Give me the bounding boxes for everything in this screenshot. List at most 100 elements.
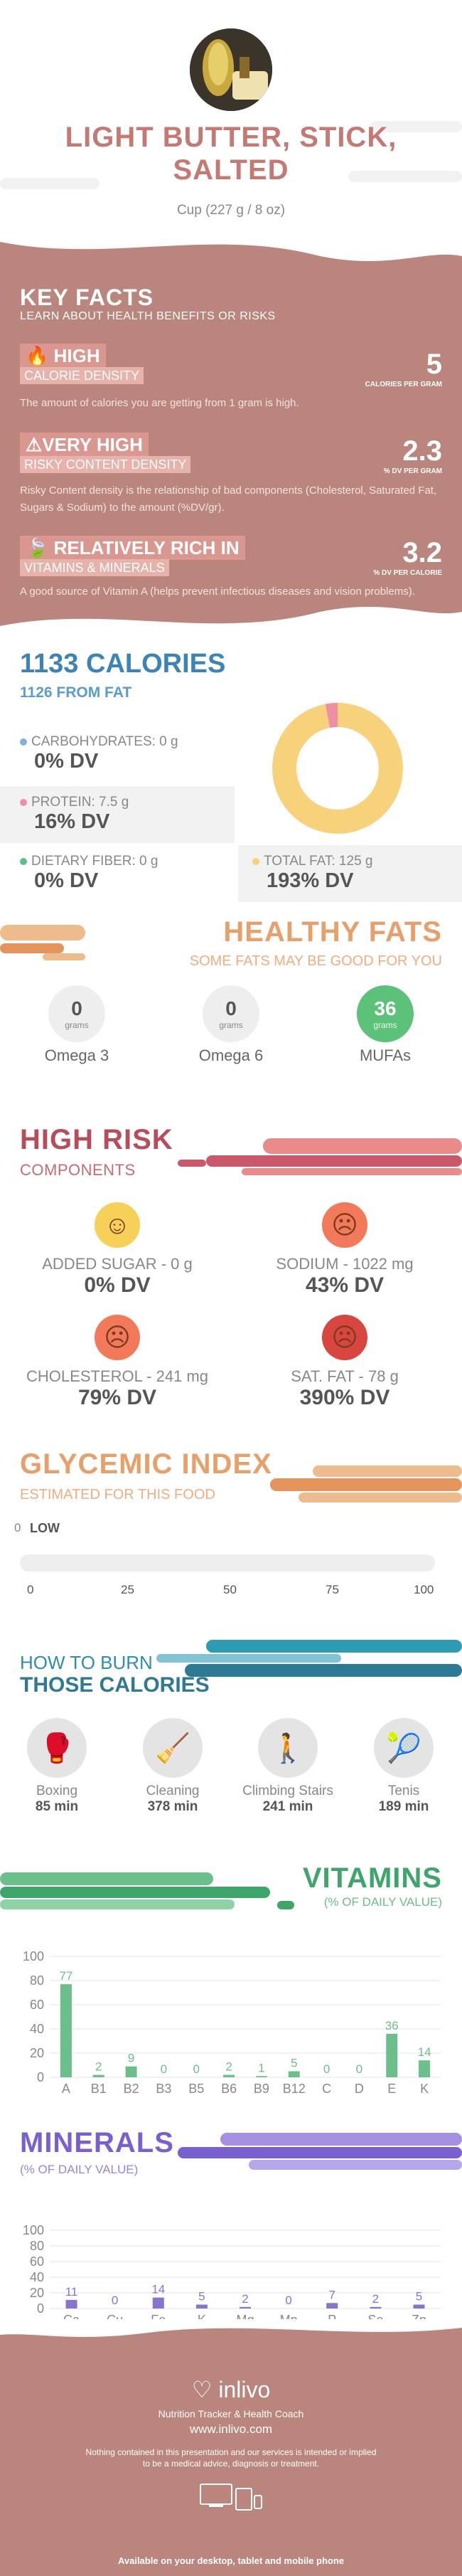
omega3-item: 0 grams Omega 3 xyxy=(45,985,109,1065)
brand-logo: ♡ inlivo xyxy=(191,2377,271,2402)
y-tick-label: 80 xyxy=(30,2239,44,2253)
bar xyxy=(288,2071,300,2077)
bar-value-label: 0 xyxy=(161,2062,167,2076)
bar-value-label: 7 xyxy=(328,2288,335,2301)
gi-tick: 75 xyxy=(326,1583,339,1596)
boxing-icon: 🥊 xyxy=(27,1718,87,1778)
calories-title: 1133 CALORIES xyxy=(20,649,226,679)
fat-block: TOTAL FAT: 125 g 193% DV xyxy=(238,845,462,902)
burn-title-1: HOW TO BURN xyxy=(20,1652,153,1673)
y-tick-label: 40 xyxy=(30,2270,44,2284)
omega3-circle: 0 grams xyxy=(48,985,105,1042)
fact-calorie-density: 🔥 HIGH CALORIE DENSITY xyxy=(20,344,144,384)
devices-icon xyxy=(200,2484,262,2511)
minerals-ribbon xyxy=(178,2133,462,2170)
bar-value-label: 36 xyxy=(385,2019,399,2032)
key-facts-heading: KEY FACTS xyxy=(20,285,154,310)
high-risk-title: HIGH RISK xyxy=(20,1124,173,1155)
fact-unit: % DV PER GRAM xyxy=(383,467,442,475)
healthy-fats-subtitle: SOME FATS MAY BE GOOD FOR YOU xyxy=(189,953,442,969)
bar xyxy=(370,2306,382,2309)
happy-face-icon: ☺ xyxy=(95,1202,140,1248)
footer-url[interactable]: www.inlivo.com xyxy=(189,2422,273,2436)
minerals-title: MINERALS xyxy=(20,2127,174,2158)
gi-tick: 50 xyxy=(223,1583,237,1596)
header xyxy=(0,0,462,235)
vitamins-bar-chart: 0 20 40 60 80 100 77 A 2 B1 9 B2 0 B3 0 B5 2 B6 1 B9 5 B12 0 C 0… xyxy=(23,1949,441,2096)
sick-face-icon: ☹ xyxy=(322,1315,367,1360)
fiber-dot xyxy=(20,858,27,865)
y-tick-label: 100 xyxy=(23,1949,44,1963)
x-tick-label: E xyxy=(387,2082,396,2096)
x-tick-label: B1 xyxy=(91,2082,107,2096)
gi-tick: 0 xyxy=(27,1583,34,1596)
glycemic-track xyxy=(20,1554,435,1571)
burn-tennis: 🎾 Tenis 189 min xyxy=(365,1718,443,1815)
bar-value-label: 5 xyxy=(198,2290,205,2304)
bar-value-label: 11 xyxy=(65,2285,78,2299)
tennis-icon: 🎾 xyxy=(374,1718,434,1778)
bar-value-label: 77 xyxy=(59,1969,72,1983)
bar-value-label: 5 xyxy=(416,2290,422,2304)
glycemic-value: 0 xyxy=(14,1521,21,1535)
fact-risky-content: ⚠VERY HIGH RISKY CONTENT DENSITY xyxy=(20,433,191,473)
burn-title-2: THOSE CALORIES xyxy=(20,1673,210,1697)
healthy-fats-title: HEALTHY FATS xyxy=(223,916,442,948)
fact-label: CALORIE DENSITY xyxy=(20,367,144,384)
footer-available: Available on your desktop, tablet and mo… xyxy=(117,2555,345,2566)
glycemic-level: LOW xyxy=(30,1521,60,1535)
bar-value-label: 0 xyxy=(112,2294,118,2307)
healthy-fats-ribbon xyxy=(0,925,85,960)
bar-value-label: 2 xyxy=(372,2292,379,2306)
bar xyxy=(419,2060,431,2077)
x-tick-label: D xyxy=(355,2082,364,2096)
fact-description: Risky Content density is the relationshi… xyxy=(20,484,437,514)
fat-dot xyxy=(252,858,259,865)
donut-protein-segment xyxy=(272,703,403,834)
risk-added-sugar: ☺ ADDED SUGAR - 0 g 0% DV xyxy=(14,1202,220,1298)
bar-value-label: 0 xyxy=(323,2062,330,2076)
heart-icon: ♡ xyxy=(191,2377,213,2402)
omega6-circle: 0 grams xyxy=(203,985,259,1042)
fact-label: RISKY CONTENT DENSITY xyxy=(20,456,191,473)
vitamins-ribbon xyxy=(0,1872,294,1909)
x-tick-label: A xyxy=(62,2082,70,2096)
bar xyxy=(152,2297,164,2309)
warning-icon: ⚠ xyxy=(26,434,43,455)
fact-value: 3.2 xyxy=(402,537,442,568)
glycemic-ribbon xyxy=(270,1465,462,1502)
bar-value-label: 0 xyxy=(356,2062,362,2076)
fact-unit: CALORIES PER GRAM xyxy=(365,381,442,388)
bar xyxy=(60,1984,72,2077)
bar xyxy=(386,2033,398,2077)
vitamins-title: VITAMINS xyxy=(302,1862,442,1894)
y-tick-label: 0 xyxy=(37,2070,44,2084)
carbs-block: CARBOHYDRATES: 0 g 0% DV xyxy=(0,726,235,777)
bar xyxy=(65,2299,77,2309)
y-tick-label: 60 xyxy=(30,1998,44,2012)
x-tick-label: B12 xyxy=(283,2082,306,2096)
bar-value-label: 14 xyxy=(151,2283,165,2296)
fact-description: The amount of calories you are getting f… xyxy=(20,397,299,409)
flame-icon: 🔥 xyxy=(26,345,49,366)
y-tick-label: 0 xyxy=(37,2301,44,2316)
y-tick-label: 40 xyxy=(30,2022,44,2036)
x-tick-label: B3 xyxy=(156,2082,171,2096)
fact-vitamins-minerals: 🍃 RELATIVELY RICH IN VITAMINS & MINERALS xyxy=(20,536,245,576)
bar-value-label: 2 xyxy=(225,2060,232,2074)
bar-value-label: 9 xyxy=(128,2052,134,2065)
bar xyxy=(125,2066,137,2077)
vitamins-subtitle: (% OF DAILY VALUE) xyxy=(323,1895,442,1909)
bar-value-label: 1 xyxy=(258,2061,264,2074)
y-tick-label: 20 xyxy=(30,2046,44,2060)
high-risk-subtitle: COMPONENTS xyxy=(20,1161,136,1179)
bar-value-label: 0 xyxy=(285,2294,291,2307)
fact-level-badge: 🔥 HIGH xyxy=(20,344,106,368)
cleaning-icon: 🧹 xyxy=(143,1718,203,1778)
fact-unit: % DV PER CALORIE xyxy=(373,569,442,577)
x-tick-label: B9 xyxy=(254,2082,269,2096)
y-tick-label: 60 xyxy=(30,2254,44,2269)
footer-disclaimer-2: to be a medical advice, diagnosis or tre… xyxy=(142,2459,320,2469)
footer-tagline: Nutrition Tracker & Health Coach xyxy=(158,2408,304,2419)
y-tick-label: 80 xyxy=(30,1973,44,1988)
